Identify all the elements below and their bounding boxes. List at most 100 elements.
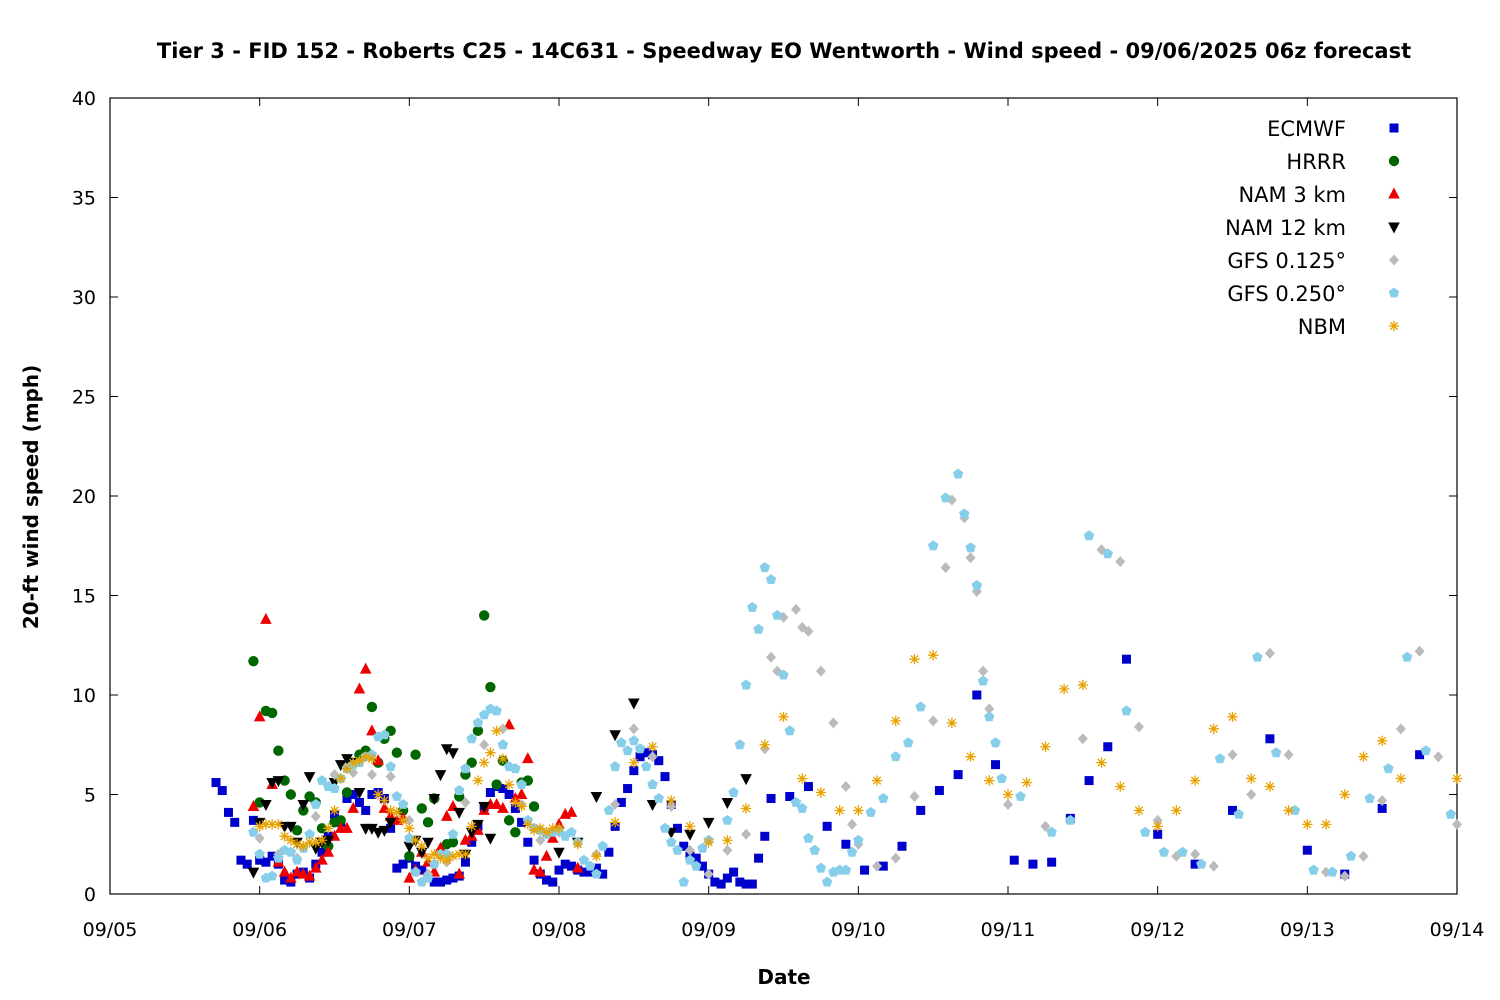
data-point-nbm (404, 823, 415, 834)
data-point-ecmwf (342, 793, 352, 803)
data-point-ecmwf (367, 790, 377, 799)
data-point-nbm (472, 775, 484, 786)
data-point-nbm (254, 821, 265, 832)
y-tick-label: 10 (72, 685, 96, 707)
y-tick-label: 20 (72, 486, 96, 508)
data-point-nbm (815, 787, 827, 798)
data-point-nam-12-km (721, 797, 734, 809)
data-point-nbm (1171, 805, 1182, 816)
data-point-nbm (435, 852, 446, 864)
data-point-gfs-0-250 (316, 775, 328, 785)
y-tick-label: 0 (84, 884, 96, 906)
data-point-gfs-0-125 (872, 860, 883, 872)
data-point-nam-3-km (303, 869, 316, 881)
data-point-hrrr (472, 725, 484, 737)
data-point-ecmwf (716, 879, 726, 889)
data-point-nam-12-km (440, 744, 453, 756)
x-tick-label: 09/05 (83, 919, 138, 941)
data-point-nbm (447, 850, 459, 862)
data-point-ecmwf (1153, 829, 1163, 839)
y-tick-label: 40 (72, 88, 96, 110)
data-point-nam-12-km (478, 801, 490, 813)
data-point-nam-12-km (353, 788, 366, 800)
data-point-ecmwf (710, 877, 720, 887)
data-point-gfs-0-250 (666, 836, 677, 847)
data-point-ecmwf (498, 784, 508, 794)
data-point-gfs-0-125 (847, 818, 858, 830)
data-point-ecmwf (1415, 750, 1425, 760)
data-point-nam-3-km (503, 718, 515, 730)
data-point-ecmwf (554, 865, 564, 875)
data-point-ecmwf (230, 817, 240, 827)
data-point-gfs-0-250 (840, 864, 852, 875)
data-point-nam-12-km (428, 793, 441, 805)
data-point-nam-12-km (378, 825, 391, 837)
data-point-gfs-0-250 (1420, 745, 1432, 756)
data-point-nam-12-km (590, 791, 603, 803)
data-point-ecmwf (579, 867, 589, 877)
data-point-nbm (416, 841, 428, 852)
data-point-ecmwf (460, 857, 470, 867)
data-point-ecmwf (598, 869, 608, 879)
axis-ticks: 09/05 09/06 09/07 09/08 09/09 09/10 09/11 09/12… (72, 88, 1485, 941)
data-point-gfs-0-125 (1358, 850, 1369, 862)
data-point-ecmwf (754, 853, 764, 863)
data-point-nbm (1264, 781, 1276, 792)
data-point-gfs-0-125 (940, 562, 951, 574)
data-point-nam-3-km (571, 861, 584, 873)
data-point-gfs-0-250 (691, 860, 702, 871)
data-point-gfs-0-125 (1190, 848, 1201, 860)
data-point-gfs-0-250 (678, 876, 689, 887)
data-point-nbm (1451, 773, 1463, 784)
data-point-hrrr (316, 823, 328, 834)
data-point-nbm (422, 852, 434, 864)
data-point-nam-3-km (403, 871, 416, 883)
data-point-gfs-0-250 (846, 846, 858, 857)
data-point-gfs-0-125 (610, 798, 621, 810)
data-point-nam-3-km (528, 863, 540, 875)
data-point-ecmwf (436, 877, 446, 887)
data-point-nbm (740, 803, 752, 814)
data-point-nam-3-km (322, 845, 335, 857)
data-point-nbm (273, 819, 284, 830)
data-point-ecmwf (803, 782, 813, 792)
data-point-hrrr (478, 610, 490, 621)
data-point-ecmwf (542, 875, 552, 885)
data-point-gfs-0-125 (404, 814, 415, 826)
data-point-gfs-0-250 (821, 876, 833, 887)
data-point-nam-12-km (297, 799, 310, 811)
data-point-gfs-0-250 (747, 601, 758, 612)
data-point-nbm (853, 805, 864, 816)
data-point-ecmwf (517, 817, 527, 827)
data-point-nbm (535, 823, 546, 834)
data-point-gfs-0-250 (940, 492, 951, 503)
legend-label-gfs-0-125: GFS 0.125° (1227, 249, 1346, 273)
data-point-nam-12-km (422, 837, 434, 849)
data-point-gfs-0-250 (1308, 864, 1319, 875)
data-point-nam-3-km (453, 867, 466, 879)
data-points (211, 468, 1463, 889)
data-point-hrrr (248, 655, 259, 667)
data-point-gfs-0-250 (497, 739, 509, 750)
data-point-gfs-0-250 (984, 711, 995, 722)
data-point-nam-12-km (334, 760, 347, 772)
data-point-nbm (441, 854, 452, 866)
data-point-nbm (553, 823, 565, 834)
data-point-ecmwf (348, 790, 358, 799)
data-point-nbm (522, 819, 534, 830)
data-point-gfs-0-250 (466, 733, 477, 744)
data-point-gfs-0-250 (510, 763, 521, 774)
data-point-gfs-0-250 (304, 828, 315, 839)
data-point-nbm (285, 835, 297, 846)
data-point-nbm (360, 751, 371, 762)
data-point-ecmwf (1302, 845, 1312, 855)
data-point-nam-12-km (285, 821, 297, 833)
data-point-gfs-0-250 (391, 791, 403, 801)
data-point-gfs-0-125 (828, 717, 839, 729)
legend-label-nam-12-km: NAM 12 km (1225, 216, 1346, 240)
data-point-gfs-0-250 (447, 828, 459, 839)
data-point-nbm (460, 849, 471, 860)
data-point-gfs-0-125 (1003, 798, 1013, 810)
data-point-nbm (348, 757, 359, 768)
